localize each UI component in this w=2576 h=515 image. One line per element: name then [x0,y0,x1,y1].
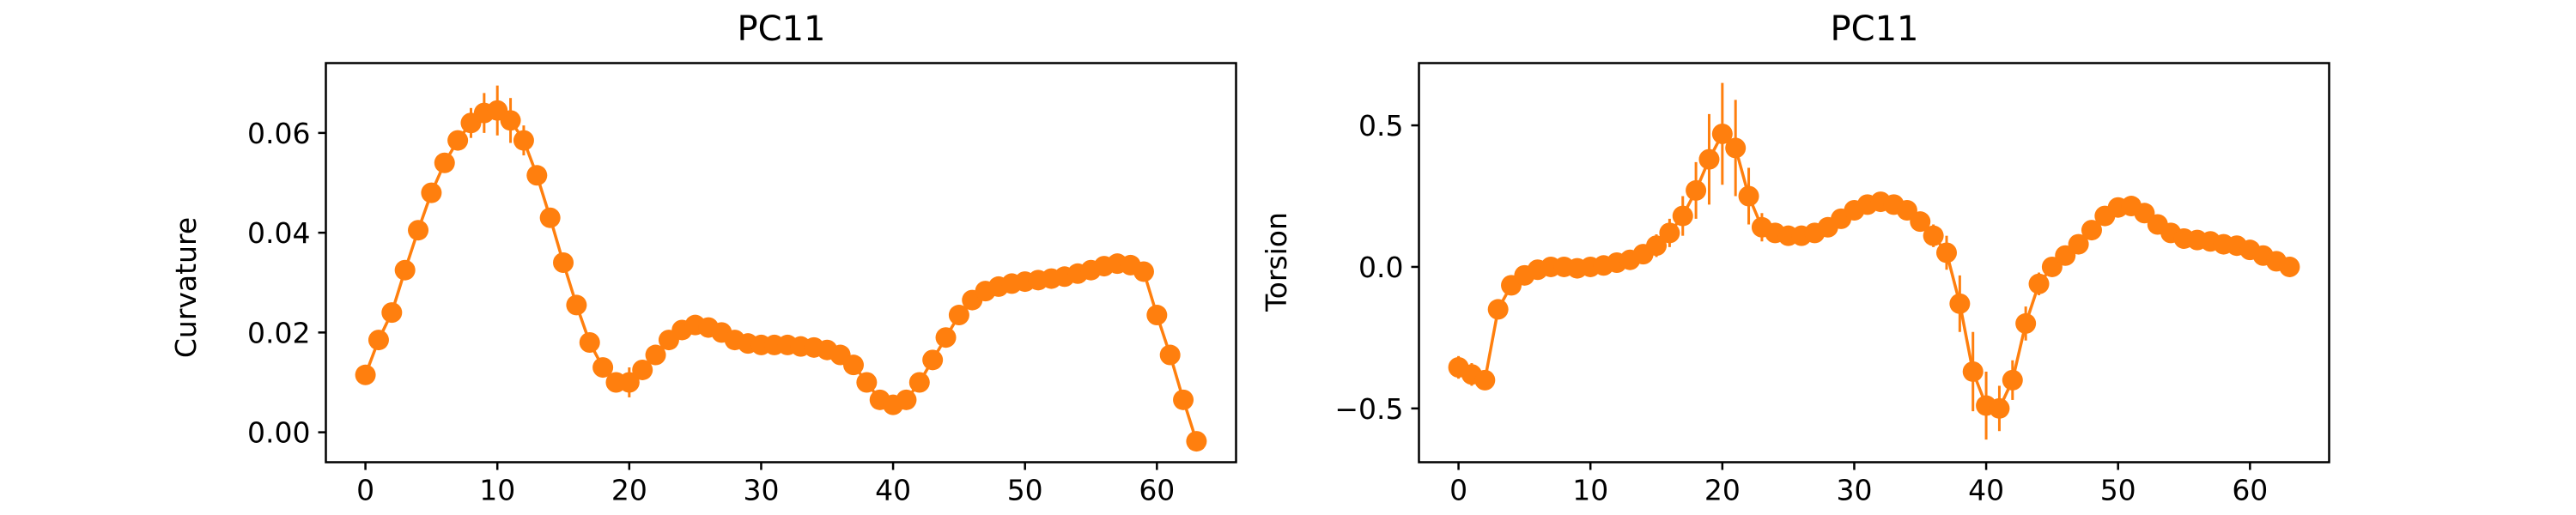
curvature-data-point [355,364,376,385]
curvature-chart-title: PC11 [738,9,826,49]
curvature-x-tick-label: 0 [356,474,374,507]
torsion-data-point [1474,369,1496,391]
torsion-y-tick-label: 0.0 [1358,251,1403,284]
curvature-data-point [381,302,403,324]
torsion-x-tick-label: 10 [1572,474,1608,507]
curvature-data-point [566,294,587,316]
curvature-axis-ticks: 0 10 20 30 40 50 60 0.00 0.02 0.04 0.06 [247,117,1175,507]
curvature-data-point [896,389,917,410]
torsion-data-point [1659,222,1680,244]
curvature-data-point [856,372,878,393]
curvature-data-point [842,354,864,376]
torsion-data-point [1487,299,1509,320]
torsion-data-point [2081,220,2102,241]
curvature-plot-area [355,85,1207,452]
curvature-data-point [368,330,389,351]
torsion-data-point [2002,369,2023,391]
curvature-y-tick-label: 0.04 [247,216,310,250]
torsion-plot-area [1448,82,2300,440]
curvature-x-tick-label: 10 [479,474,515,507]
curvature-data-point [434,152,455,173]
torsion-data-point [1910,211,1931,233]
torsion-data-point [1686,179,1707,201]
curvature-data-point [1186,431,1207,452]
curvature-data-point [1133,261,1154,282]
curvature-x-tick-label: 40 [875,474,911,507]
curvature-data-point [447,130,469,151]
curvature-data-point [553,252,574,273]
torsion-panel: PC11 Torsion 0 10 20 30 40 50 60 −0.5 0.0 0.5 [1260,9,2330,507]
torsion-data-point [1935,242,1957,264]
curvature-data-point [935,327,957,348]
torsion-x-tick-label: 20 [1704,474,1741,507]
curvature-data-point [539,207,561,228]
torsion-x-tick-label: 0 [1449,474,1467,507]
curvature-data-point [922,349,944,371]
torsion-chart-title: PC11 [1831,9,1919,49]
curvature-x-tick-label: 30 [743,474,779,507]
torsion-axis-ticks: 0 10 20 30 40 50 60 −0.5 0.0 0.5 [1334,109,2268,506]
torsion-x-tick-label: 60 [2232,474,2268,507]
curvature-panel: PC11 Curvature 0 10 20 30 40 50 60 0.00 0.02 0.04… [169,9,1237,507]
curvature-data-point [408,220,429,241]
torsion-x-tick-label: 40 [1968,474,2004,507]
torsion-y-tick-label: −0.5 [1334,392,1403,426]
curvature-x-tick-label: 50 [1007,474,1043,507]
curvature-data-point [421,182,442,203]
torsion-data-point [1949,293,1971,314]
curvature-y-tick-label: 0.06 [247,117,310,150]
curvature-data-point [1173,389,1194,410]
torsion-data-point [1962,360,1984,382]
torsion-data-point [2068,233,2089,255]
curvature-data-point [618,372,640,393]
curvature-data-point [908,372,930,393]
curvature-data-point [513,130,534,151]
torsion-data-point [1738,185,1759,207]
curvature-data-point [632,359,653,380]
curvature-data-point [592,357,614,379]
torsion-data-point [2028,273,2050,294]
torsion-x-tick-label: 50 [2100,474,2136,507]
curvature-y-tick-label: 0.00 [247,416,310,450]
curvature-axes-frame [325,62,1237,464]
curvature-y-tick-label: 0.02 [247,316,310,349]
curvature-data-point [500,110,521,131]
torsion-data-point [1711,123,1733,144]
torsion-data-point [1672,205,1693,227]
curvature-y-axis-label: Curvature [169,217,203,358]
torsion-data-point [2015,312,2037,334]
torsion-y-axis-label: Torsion [1260,212,1293,312]
curvature-data-point [1146,305,1168,326]
curvature-data-point [579,332,600,353]
torsion-data-point [1989,397,2010,419]
curvature-data-point [948,305,969,326]
curvature-x-tick-label: 60 [1139,474,1175,507]
torsion-data-point [1698,148,1720,170]
torsion-data-point [1646,235,1668,257]
torsion-x-tick-label: 30 [1836,474,1872,507]
curvature-data-point [645,344,666,366]
torsion-data-point [1725,137,1747,159]
curvature-data-point [1159,344,1181,366]
curvature-x-tick-label: 20 [611,474,647,507]
torsion-axes-frame [1418,62,2330,464]
curvature-data-point [526,165,548,186]
torsion-y-tick-label: 0.5 [1358,109,1403,142]
torsion-data-point [1923,225,1944,246]
curvature-data-point [394,259,416,281]
torsion-data-point [2279,256,2300,277]
